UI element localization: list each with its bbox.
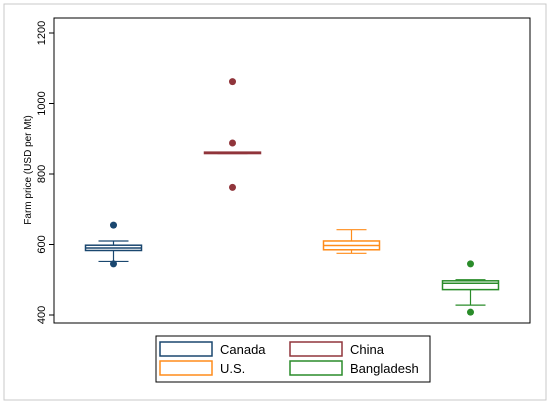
box-bangladesh bbox=[441, 260, 500, 316]
iqr-box bbox=[441, 280, 500, 291]
legend-label: U.S. bbox=[220, 361, 245, 376]
box-canada bbox=[84, 221, 143, 268]
y-tick-label: 400 bbox=[36, 306, 48, 324]
outlier-point bbox=[229, 139, 236, 147]
legend-label: Bangladesh bbox=[350, 361, 419, 376]
legend-swatch bbox=[289, 341, 343, 357]
legend-label: Canada bbox=[220, 342, 266, 357]
outlier-point bbox=[110, 221, 117, 229]
y-tick-label: 600 bbox=[36, 235, 48, 253]
y-tick-label: 1200 bbox=[36, 21, 48, 45]
outlier-point bbox=[467, 308, 474, 316]
box-series-group bbox=[84, 78, 500, 316]
legend: Canada China U.S. Bangladesh bbox=[155, 335, 431, 383]
y-tick-label: 1000 bbox=[36, 91, 48, 115]
y-axis: 400 600 800 1000 1200 bbox=[36, 21, 54, 324]
legend-label: China bbox=[350, 342, 385, 357]
box-china bbox=[203, 78, 262, 191]
legend-swatch bbox=[289, 360, 343, 376]
y-axis-title: Farm price (USD per Mt) bbox=[23, 115, 34, 224]
y-tick-label: 800 bbox=[36, 165, 48, 183]
box-u-s- bbox=[322, 229, 381, 254]
legend-swatch bbox=[159, 341, 213, 357]
legend-swatch bbox=[159, 360, 213, 376]
outlier-point bbox=[229, 78, 236, 86]
outlier-point bbox=[467, 260, 474, 268]
outlier-point bbox=[229, 183, 236, 191]
outlier-point bbox=[110, 260, 117, 268]
outer-frame bbox=[3, 3, 547, 401]
